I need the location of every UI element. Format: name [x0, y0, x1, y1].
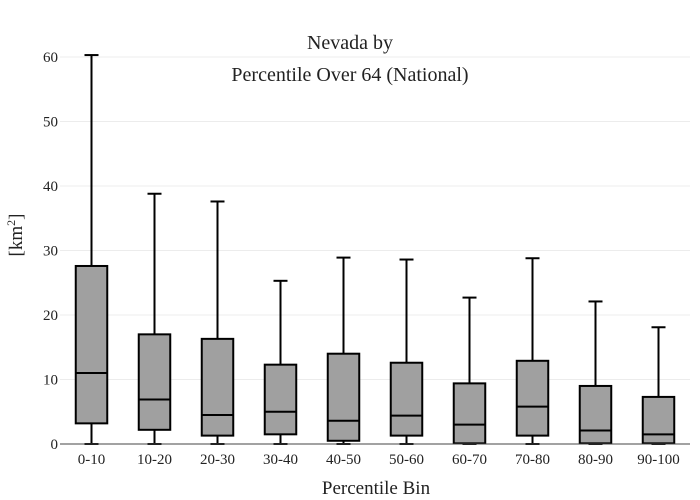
iqr-box	[389, 361, 424, 437]
iqr-box	[641, 395, 676, 445]
chart-title-line-2: Percentile Over 64 (National)	[231, 64, 468, 86]
y-tick-label: 60	[43, 50, 58, 66]
x-tick-label: 90-100	[637, 452, 680, 468]
chart-title-line-1: Nevada by	[307, 32, 393, 54]
x-tick-label: 50-60	[389, 452, 424, 468]
x-tick-label: 70-80	[515, 452, 550, 468]
box-plot-group	[263, 279, 298, 445]
box-plot-group	[200, 200, 235, 445]
grid-layer	[60, 56, 690, 380]
box-plot-group	[326, 256, 361, 445]
box-plot-group	[578, 300, 613, 445]
x-tick-label: 60-70	[452, 452, 487, 468]
iqr-box	[452, 382, 487, 445]
box-plot-group	[137, 192, 172, 445]
x-axis-title: Percentile Bin	[322, 478, 431, 499]
iqr-box	[326, 352, 361, 442]
iqr-box	[74, 264, 109, 425]
box-layer	[74, 54, 676, 445]
y-tick-label: 20	[43, 308, 58, 324]
x-tick-label: 10-20	[137, 452, 172, 468]
box-plot-group	[641, 326, 676, 445]
box-plot-group	[74, 54, 109, 445]
y-axis-title-superscript: 2	[4, 220, 18, 226]
x-tick-label: 80-90	[578, 452, 613, 468]
x-tick-label: 40-50	[326, 452, 361, 468]
y-tick-label: 0	[51, 437, 59, 453]
y-axis-title-close: ]	[6, 214, 27, 220]
x-tick-label: 30-40	[263, 452, 298, 468]
y-tick-label: 50	[43, 115, 58, 131]
box-plot-group	[452, 296, 487, 445]
iqr-box	[137, 333, 172, 431]
iqr-box	[200, 337, 235, 437]
y-tick-label: 40	[43, 179, 58, 195]
x-tick-label: 20-30	[200, 452, 235, 468]
iqr-box	[578, 384, 613, 445]
y-tick-label: 10	[43, 373, 58, 389]
x-tick-label: 0-10	[78, 452, 106, 468]
iqr-box	[263, 363, 298, 436]
y-tick-label: 30	[43, 244, 58, 260]
iqr-box	[515, 359, 550, 437]
box-plot-group	[389, 258, 424, 445]
y-axis-title-base: [km	[6, 226, 27, 257]
axis-layer: 0 10 20 30 40 50 60 0-10 10-20 20-30 30-40 40-50 50-…	[43, 50, 690, 468]
box-plot-group	[515, 257, 550, 445]
y-axis-title: [km2]	[4, 214, 27, 257]
